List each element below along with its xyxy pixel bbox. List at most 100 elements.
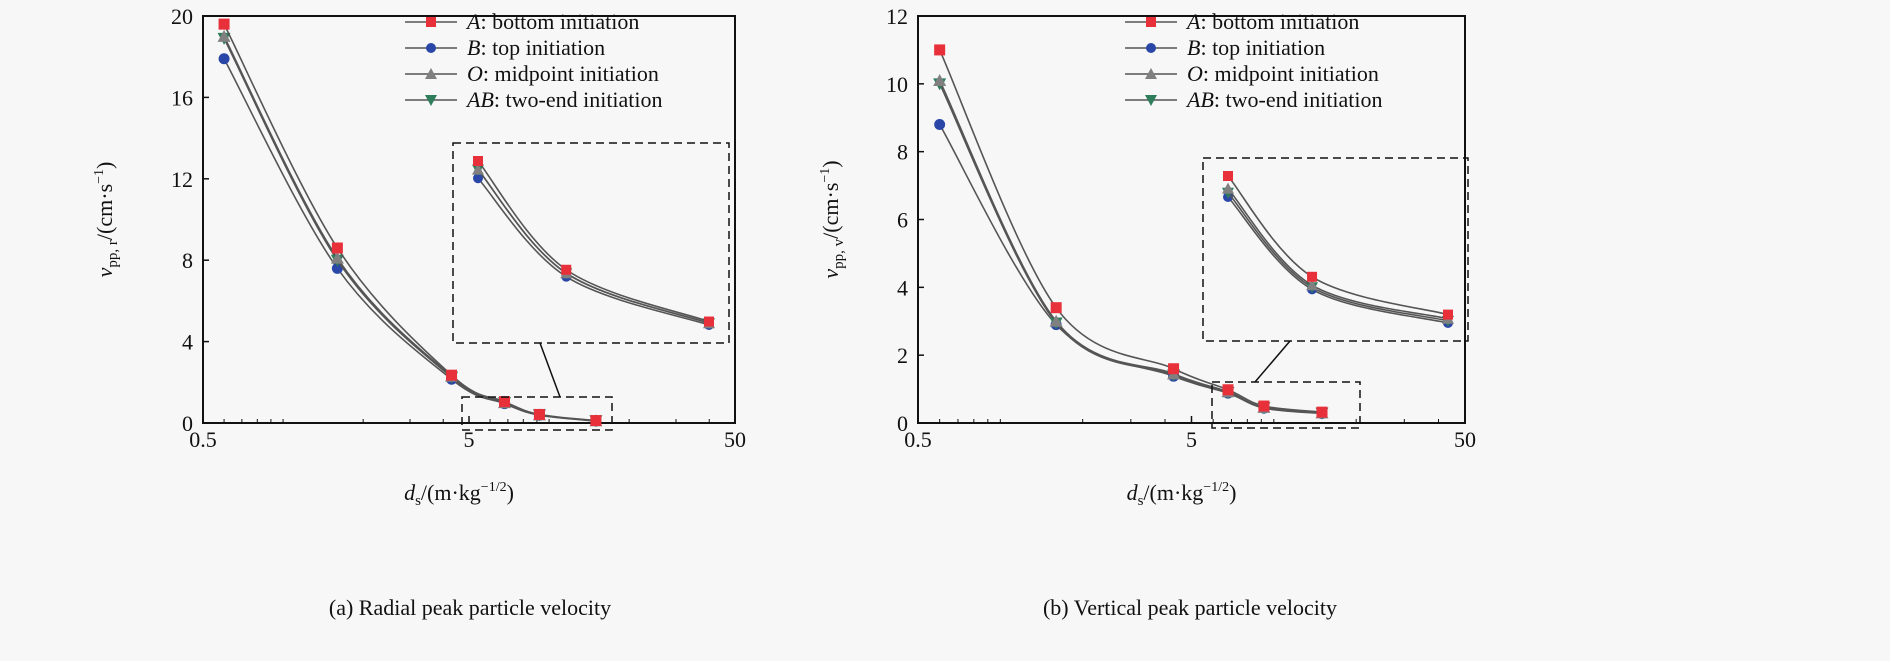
y-tick-label: 8 — [897, 140, 908, 165]
data-point-A — [590, 415, 602, 427]
y-tick-label: 12 — [171, 167, 193, 192]
inset-series-line-AB — [1227, 192, 1449, 322]
data-point-O — [217, 29, 231, 42]
legend-label: B: top initiation — [1187, 35, 1325, 60]
data-point-A — [331, 242, 343, 254]
inset-series-line-A — [1227, 175, 1449, 316]
legend-series-name: A — [1185, 9, 1201, 34]
y-axis-symbol: v — [92, 267, 117, 277]
x-axis-exponent: −1/2 — [1203, 480, 1229, 495]
y-axis-close: ) — [818, 160, 843, 167]
inset-data-point-O — [472, 163, 484, 175]
data-point-A — [499, 396, 511, 408]
legend-series-label: : bottom initiation — [1200, 9, 1359, 34]
legend-label: A: bottom initiation — [1185, 9, 1359, 34]
legend-marker-B — [1146, 43, 1156, 53]
y-axis-title: vpp, v/(cm·s−1) — [818, 160, 847, 278]
data-point-A — [446, 369, 458, 381]
legend-label: A: bottom initiation — [465, 9, 639, 34]
inset-data-point-A — [1443, 309, 1453, 320]
y-axis-close: ) — [92, 162, 117, 169]
y-axis-title: vpp, r/(cm·s−1) — [92, 162, 121, 278]
legend-marker-O — [1145, 68, 1157, 79]
legend-label: B: top initiation — [467, 35, 605, 60]
data-point-O — [330, 251, 344, 264]
inset-data-point-A — [704, 316, 714, 327]
legend-marker-B — [426, 43, 436, 53]
legend-series-name: A — [465, 9, 481, 34]
series-line-O — [938, 80, 1323, 414]
legend-label: AB: two-end initiation — [1185, 87, 1383, 112]
inset-data-point-A — [473, 156, 483, 166]
legend-label: O: midpoint initiation — [1187, 61, 1379, 86]
legend-series-name: AB — [465, 87, 494, 112]
inset-box — [452, 142, 730, 344]
legend-series-label: : two-end initiation — [494, 87, 663, 112]
x-tick-label: 0.5 — [904, 427, 932, 452]
x-axis-unit: /(m·kg — [421, 480, 481, 505]
y-tick-label: 16 — [171, 85, 193, 110]
inset-connector — [539, 342, 561, 398]
legend-series-label: : midpoint initiation — [483, 61, 659, 86]
y-tick-label: 4 — [897, 275, 908, 300]
y-axis-subscript: pp, r — [105, 240, 121, 268]
y-tick-label: 4 — [182, 330, 193, 355]
data-point-A — [934, 44, 946, 56]
y-tick-label: 0 — [897, 411, 908, 436]
x-tick-label: 5 — [464, 427, 475, 452]
x-axis-title: ds/(m·kg−1/2) — [1127, 480, 1237, 509]
x-axis-subscript: s — [415, 493, 421, 509]
inset-series-line-B — [1227, 196, 1449, 324]
inset-data-point-A — [1223, 171, 1233, 181]
x-axis-subscript: s — [1138, 493, 1144, 509]
inset-series-line-O — [1227, 188, 1449, 320]
legend-series-label: : top initiation — [1200, 35, 1325, 60]
legend-series-label: : bottom initiation — [480, 9, 639, 34]
series-line-B — [223, 58, 596, 422]
legend-series-name: B — [467, 35, 480, 60]
inset-series-line-A — [477, 160, 710, 323]
legend-series-name: AB — [1185, 87, 1214, 112]
data-point-B — [934, 119, 946, 131]
x-tick-label: 0.5 — [189, 427, 217, 452]
y-tick-label: 20 — [171, 4, 193, 29]
legend-label: O: midpoint initiation — [467, 61, 659, 86]
inset-series-line-AB — [477, 169, 710, 325]
legend-series-name: B — [1187, 35, 1200, 60]
y-axis-symbol: v — [818, 269, 843, 279]
data-point-A — [218, 18, 230, 30]
legend-marker-O — [425, 68, 437, 79]
data-point-A — [1050, 302, 1062, 314]
x-axis-title: ds/(m·kg−1/2) — [404, 480, 514, 509]
x-axis-symbol: d — [1127, 480, 1139, 505]
inset-series-line-O — [477, 169, 710, 325]
y-axis-exponent: −1 — [92, 169, 107, 184]
legend-series-name: O — [467, 61, 483, 86]
inset-data-point-O — [1222, 182, 1234, 194]
x-tick-label: 5 — [1186, 427, 1197, 452]
data-point-A — [1258, 400, 1270, 412]
x-axis-close: ) — [507, 480, 514, 505]
legend-series-label: : top initiation — [480, 35, 605, 60]
legend-marker-AB — [1145, 95, 1157, 106]
legend-marker-A — [426, 17, 436, 27]
y-axis-exponent: −1 — [818, 168, 833, 183]
x-tick-label: 50 — [724, 427, 746, 452]
data-point-A — [1316, 406, 1328, 418]
y-tick-label: 12 — [886, 4, 908, 29]
inset-data-point-O — [1306, 279, 1319, 291]
legend-label: AB: two-end initiation — [465, 87, 663, 112]
data-point-O — [1049, 314, 1063, 327]
data-point-A — [533, 408, 545, 420]
legend-marker-A — [1146, 17, 1156, 27]
legend-series-label: : two-end initiation — [1214, 87, 1383, 112]
y-tick-label: 2 — [897, 343, 908, 368]
y-axis-unit: /(cm·s — [92, 184, 117, 240]
inset-data-point-A — [1307, 271, 1318, 282]
y-tick-label: 8 — [182, 248, 193, 273]
x-tick-label: 50 — [1454, 427, 1476, 452]
